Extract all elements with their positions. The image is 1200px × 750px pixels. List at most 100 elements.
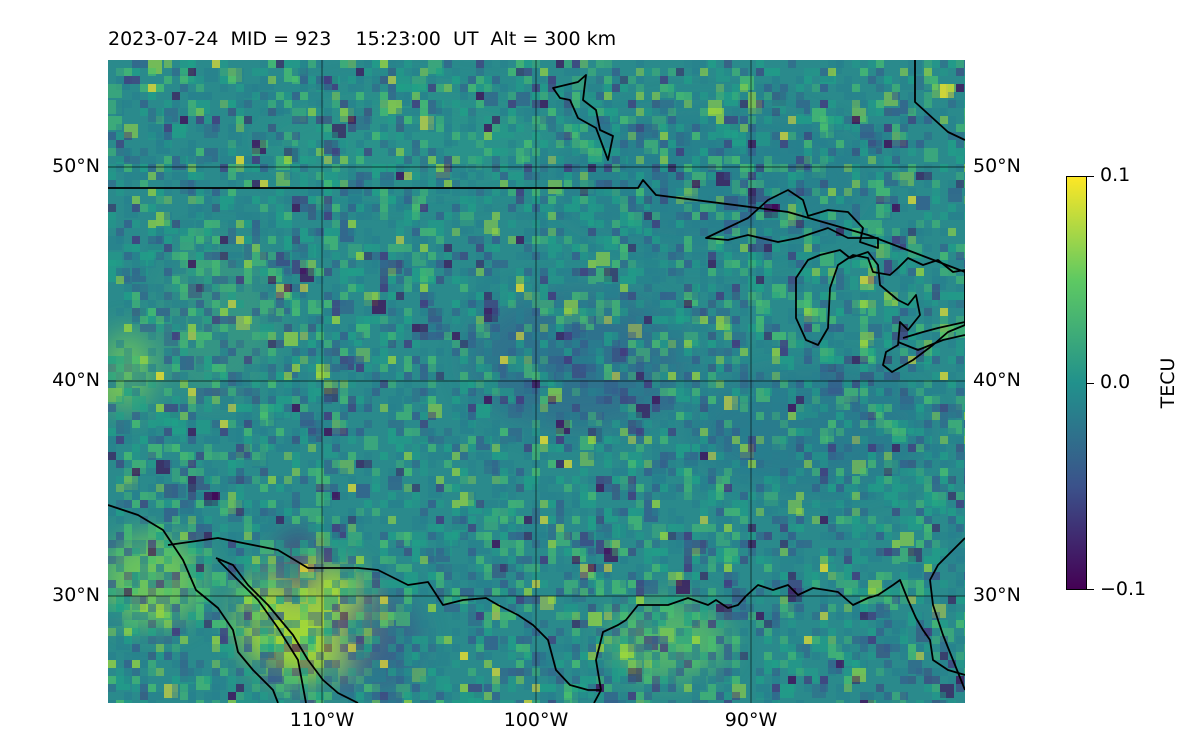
tec-cell [836,276,850,290]
tec-cell [788,484,796,492]
tec-cell [164,356,172,364]
tec-cell [692,588,700,596]
tec-cell [772,684,780,692]
tec-cell [452,644,460,652]
tec-cell [892,372,900,380]
tec-cell [556,276,564,284]
tec-cell [132,364,140,372]
tec-cell [276,340,284,348]
tec-cell [956,124,964,132]
tec-cell [164,124,172,132]
tec-cell [396,308,404,316]
tec-cell [428,380,436,388]
tec-cell [684,468,692,476]
tec-cell [540,500,548,508]
tec-cell [372,372,380,380]
tec-cell [108,356,116,364]
tec-cell [876,364,884,372]
tec-cell [620,676,628,684]
tec-cell [708,204,716,212]
tec-cell [172,92,180,100]
tec-cell [420,676,428,684]
tec-cell [180,588,188,596]
tec-cell [348,548,356,556]
tec-cell [660,172,668,180]
tec-cell [428,444,436,452]
tec-cell [348,164,356,172]
tec-cell [676,412,684,420]
tec-cell [452,612,460,620]
tec-cell [868,692,876,700]
tec-cell [252,580,260,588]
tec-cell [948,340,956,348]
tec-cell [428,564,436,572]
tec-cell [484,564,492,572]
tec-cell [948,676,956,684]
tec-cell [580,572,588,580]
tec-cell [452,316,460,324]
tec-cell [900,500,908,508]
tec-cell [692,548,700,556]
tec-cell [628,588,636,596]
tec-cell [916,172,924,180]
tec-cell [412,172,420,180]
tec-cell [700,572,708,580]
tec-cell [436,124,444,132]
tec-cell [332,300,340,308]
tec-cell [164,164,172,172]
tec-cell [556,364,564,372]
tec-cell [820,252,834,266]
tec-cell [620,244,628,252]
tec-cell [900,140,908,148]
tec-cell [196,188,204,196]
tec-cell [252,236,260,244]
tec-cell [820,220,828,228]
tec-cell [388,620,396,628]
tec-cell [900,652,908,660]
tec-cell [772,188,780,196]
tec-cell [108,676,116,684]
tec-cell [212,668,220,676]
tec-cell [460,92,468,100]
tec-cell [916,116,924,124]
tec-cell [388,116,396,124]
tec-cell [948,476,956,484]
tec-cell [740,76,754,90]
tec-cell [788,332,796,340]
tec-cell [140,612,148,620]
tec-cell [220,236,228,244]
tec-cell [452,276,460,284]
tec-cell [852,260,860,268]
tec-cell [444,460,452,468]
tec-cell [348,356,356,364]
tec-cell [644,548,652,556]
tec-cell [500,108,508,116]
tec-cell [796,116,804,124]
tec-cell [124,668,132,676]
tec-cell [916,252,924,260]
tec-cell [852,668,866,682]
tec-cell [612,476,620,484]
tec-cell [924,68,932,76]
tec-cell [716,68,730,82]
tec-cell [572,196,580,204]
tec-cell [876,132,884,140]
tec-cell [500,492,508,500]
tec-cell [628,404,636,412]
tec-cell [348,204,356,212]
tec-cell [876,196,884,204]
tec-cell [684,380,692,388]
tec-cell [388,164,396,172]
tec-cell [700,116,708,124]
tec-cell [492,316,500,324]
tec-cell [492,428,500,436]
tec-cell [452,540,460,548]
tec-cell [140,572,148,580]
tec-cell [740,348,748,356]
tec-cell [636,540,644,548]
tec-cell [804,428,812,436]
tec-cell [436,148,444,156]
tec-cell [820,156,828,164]
tec-cell [508,220,516,228]
tec-cell [772,164,780,172]
